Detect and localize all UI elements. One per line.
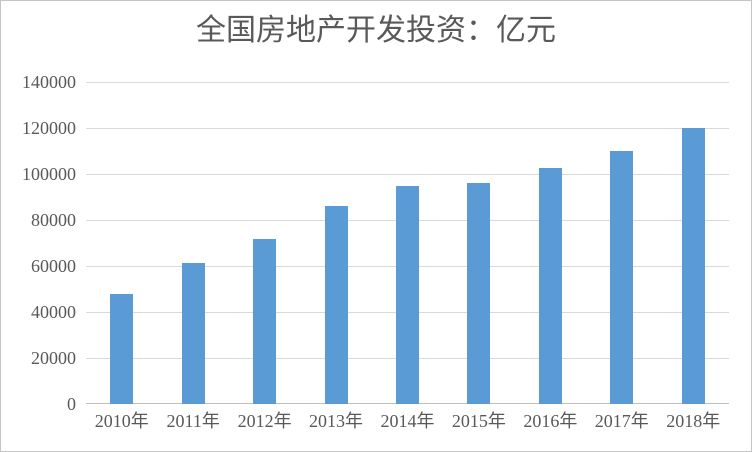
gridline-120000 — [86, 128, 729, 129]
y-tick-label-20000: 20000 — [31, 348, 76, 368]
x-tick-label-2014年: 2014年 — [380, 411, 435, 431]
x-tick-label-2012年: 2012年 — [237, 411, 292, 431]
bar-2013年 — [324, 206, 348, 404]
plot-area — [86, 82, 729, 404]
bars-row — [86, 82, 729, 404]
bar-cell-2012年 — [229, 82, 300, 404]
x-axis: 2010年 2011年 2012年 2013年 2014年 2015年 2016年 2017年… — [86, 410, 729, 432]
y-axis: 0 20000 40000 60000 80000 100000 120000 140000 — [1, 73, 76, 413]
x-tick-label-2015年: 2015年 — [451, 411, 506, 431]
bar-cell-2018年 — [658, 82, 729, 404]
bar-cell-2016年 — [515, 82, 586, 404]
bar-2018年 — [681, 128, 705, 404]
gridline-100000 — [86, 174, 729, 175]
y-tick-label-80000: 80000 — [31, 210, 76, 230]
bar-2016年 — [538, 168, 562, 404]
gridline-140000 — [86, 82, 729, 83]
bar-2015年 — [467, 183, 491, 404]
bar-cell-2011年 — [157, 82, 228, 404]
bar-2012年 — [253, 238, 277, 404]
x-tick-label-2013年: 2013年 — [309, 411, 364, 431]
bar-2010年 — [110, 293, 134, 404]
x-tick-label-2017年: 2017年 — [594, 411, 649, 431]
y-tick-label-140000: 140000 — [22, 72, 76, 92]
y-tick-label-40000: 40000 — [31, 302, 76, 322]
bar-2011年 — [181, 262, 205, 404]
x-tick-label-2018年: 2018年 — [666, 411, 721, 431]
y-tick-label-0: 0 — [67, 394, 76, 414]
bar-cell-2013年 — [300, 82, 371, 404]
bar-cell-2015年 — [443, 82, 514, 404]
x-tick-label-2016年: 2016年 — [523, 411, 578, 431]
y-tick-label-120000: 120000 — [22, 118, 76, 138]
bar-cell-2010年 — [86, 82, 157, 404]
x-tick-label-2011年: 2011年 — [166, 411, 220, 431]
bar-2014年 — [395, 185, 419, 404]
bar-cell-2014年 — [372, 82, 443, 404]
bar-2017年 — [610, 151, 634, 404]
y-tick-label-60000: 60000 — [31, 256, 76, 276]
bar-cell-2017年 — [586, 82, 657, 404]
chart-title: 全国房地产开发投资：亿元 — [196, 14, 556, 47]
x-tick-label-2010年: 2010年 — [94, 411, 149, 431]
y-tick-label-100000: 100000 — [22, 164, 76, 184]
